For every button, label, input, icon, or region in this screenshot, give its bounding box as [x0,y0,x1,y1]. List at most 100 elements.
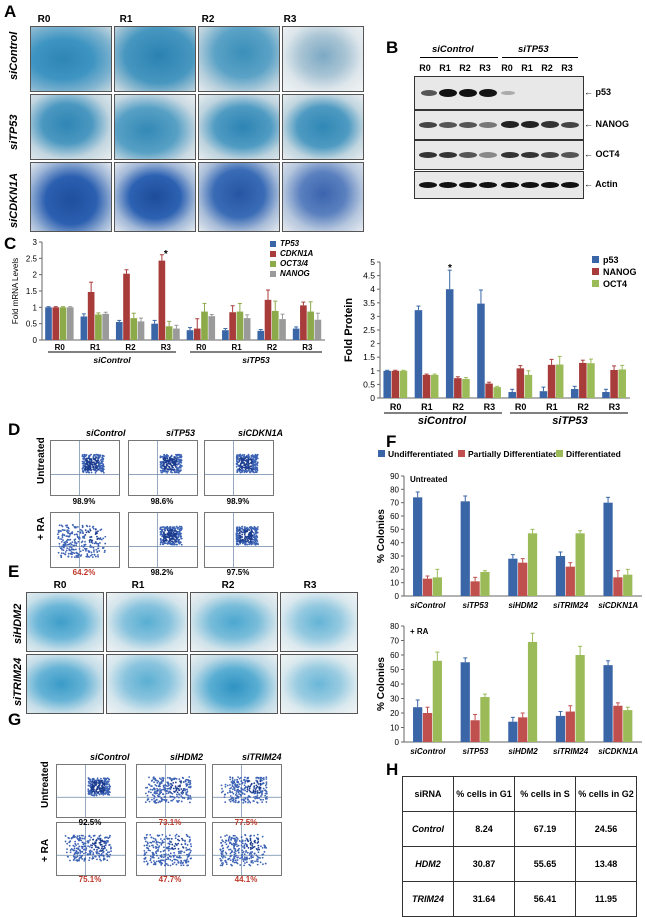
flow-d-pct-ra: 64.2% [72,568,96,577]
flow-event [85,847,88,850]
flow-event [101,469,104,471]
legend-label: Partially Differentiated [468,449,558,459]
flow-event [176,531,179,533]
bar-undifferentiated [413,707,423,742]
flow-event [220,859,223,862]
flow-event [98,468,101,471]
flow-event [229,798,232,801]
flow-event [100,470,103,473]
flow-event [62,543,65,546]
flow-event [102,793,105,796]
cc-row-label: HDM2 [402,846,454,882]
category-label: siTRIM24 [553,747,589,756]
category-label: siTRIM24 [553,601,589,610]
flow-event [156,846,158,849]
flow-event [57,531,60,534]
category-label: R3 [161,343,172,352]
flow-event [174,541,177,544]
flow-event [169,462,172,464]
flow-event [176,527,179,530]
flow-event [152,777,155,780]
flow-event [251,527,254,530]
panel-e-col-r1: R1 [131,580,145,591]
flow-event [180,461,182,464]
flow-event [240,776,242,779]
flow-event [172,538,175,540]
flow-event [238,540,241,543]
flow-event [224,793,226,796]
flow-event [103,551,106,554]
bar-tp53 [186,330,194,340]
flow-event [179,529,181,532]
flow-event [102,777,105,780]
flow-event [162,793,164,795]
panel-letter-a: A [4,2,17,21]
flow-event [89,844,92,847]
flow-event [106,789,108,792]
flow-event [250,834,252,837]
flow-event [167,782,169,785]
flow-event [247,795,250,797]
flow-g-col-sitrim24: siTRIM24 [242,752,282,762]
flow-event [96,532,99,535]
flow-event [171,784,174,787]
flow-event [188,853,191,855]
flow-event [100,789,103,792]
flow-d-pct-ra: 97.5% [226,568,250,577]
flow-event [166,454,169,457]
flow-event [239,536,241,539]
flow-event [92,857,95,860]
flow-event [253,785,256,788]
flow-event [249,843,252,846]
flow-event [264,862,267,865]
bar-partially-differentiated [470,720,480,742]
flow-event [235,854,238,857]
flow-event [108,844,111,846]
flow-event [168,532,171,534]
flow-event [258,791,261,794]
flow-event [102,790,105,793]
flow-event [100,538,103,541]
flow-d-pct-untreated: 98.9% [72,497,96,506]
flow-event [62,552,65,555]
flow-d-pct-untreated: 98.9% [226,497,250,506]
flow-event [256,860,259,863]
flow-event [81,858,84,860]
category-label: siControl [410,747,446,756]
flow-event [72,849,74,851]
flow-event [247,777,249,780]
flow-event [61,534,64,537]
flow-event [184,859,187,862]
flow-event [83,858,86,861]
blot-group-sicontrol: siControl [432,44,474,55]
flow-event [179,533,182,535]
flow-event [74,842,77,845]
flow-event [160,791,163,794]
flow-event [244,537,246,540]
y-tick-label: 30 [390,695,399,704]
flow-event [97,779,100,782]
flow-event [229,784,231,786]
flow-event [73,834,76,837]
bar-partially-differentiated [565,566,575,596]
flow-event [57,536,60,538]
flow-event [67,552,70,555]
flow-event [237,801,240,804]
flow-event [84,533,87,536]
flow-event [185,847,188,849]
flow-event [143,860,146,863]
flow-event [165,784,168,787]
flow-event [67,530,70,532]
flow-event [166,471,168,474]
flow-event [175,793,178,796]
legend-swatch [592,280,599,287]
legend-label: NANOG [603,267,637,277]
flow-event [237,533,240,535]
flow-event [76,855,79,858]
flow-event [162,455,164,458]
flow-event [143,857,146,860]
flow-event [161,839,164,842]
flow-event [100,780,103,783]
flow-event [79,555,82,557]
category-label: siControl [410,601,446,610]
